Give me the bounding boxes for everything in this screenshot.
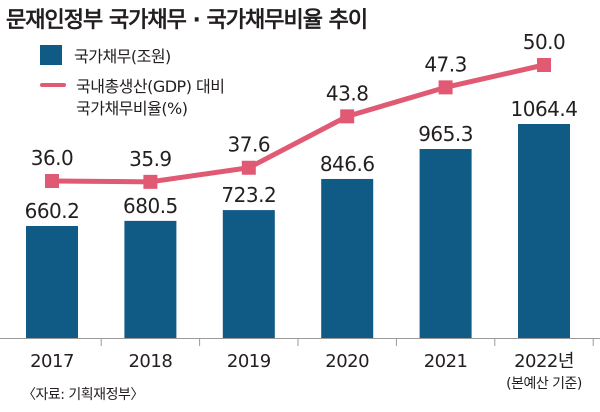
legend-line-swatch <box>40 83 66 87</box>
bar-2022년 <box>518 124 570 338</box>
source-note: 〈자료: 기획재정부〉 <box>22 387 144 403</box>
line-marker <box>438 80 453 95</box>
legend-line-label-1: 국내총생산(GDP) 대비 <box>76 77 225 96</box>
legend-item-bar: 국가채무(조원) <box>40 44 224 66</box>
legend-line-label-2: 국가채무비율(%) <box>76 99 188 118</box>
bar-2021 <box>419 149 472 338</box>
bar-2019 <box>222 210 275 338</box>
line-marker <box>45 174 59 188</box>
line-marker <box>241 160 256 175</box>
line-marker <box>340 109 355 124</box>
line-value-label: 35.9 <box>129 147 172 171</box>
legend: 국가채무(조원) 국내총생산(GDP) 대비 국가채무비율(%) <box>40 44 225 118</box>
legend-bar-swatch <box>40 45 62 65</box>
bar-value-label: 723.2 <box>221 183 276 207</box>
legend-item-line-cont: 국가채무비율(%) <box>40 96 224 118</box>
line-value-label: 37.6 <box>228 133 271 157</box>
legend-bar-label: 국가채무(조원) <box>74 47 171 66</box>
bar-value-label: 965.3 <box>418 122 473 146</box>
x-tick-sublabel: (본예산 기준) <box>506 376 582 392</box>
legend-item-line: 국내총생산(GDP) 대비 <box>40 74 225 96</box>
bar-2017 <box>26 226 78 338</box>
line-value-label: 36.0 <box>31 146 74 170</box>
bar-value-label: 660.2 <box>25 199 80 223</box>
chart-title: 문재인정부 국가채무 · 국가채무비율 추이 <box>6 8 368 33</box>
line-value-label: 43.8 <box>326 81 369 105</box>
bar-value-label: 846.6 <box>320 152 375 176</box>
bar-value-label: 1064.4 <box>511 97 578 121</box>
line-marker <box>537 58 551 72</box>
line-value-label: 47.3 <box>424 52 467 76</box>
line-series <box>51 62 545 185</box>
bar-value-label: 680.5 <box>123 194 178 218</box>
x-tick-label: 2022년 <box>514 351 574 372</box>
x-tick-label: 2021 <box>424 351 468 372</box>
bar-2018 <box>124 220 177 338</box>
x-tick-label: 2017 <box>30 351 74 372</box>
x-tick-label: 2019 <box>227 351 271 372</box>
line-value-label: 50.0 <box>523 30 566 54</box>
x-tick-label: 2020 <box>325 351 369 372</box>
bar-2020 <box>321 178 374 338</box>
line-marker <box>143 174 158 189</box>
x-tick-label: 2018 <box>128 351 172 372</box>
